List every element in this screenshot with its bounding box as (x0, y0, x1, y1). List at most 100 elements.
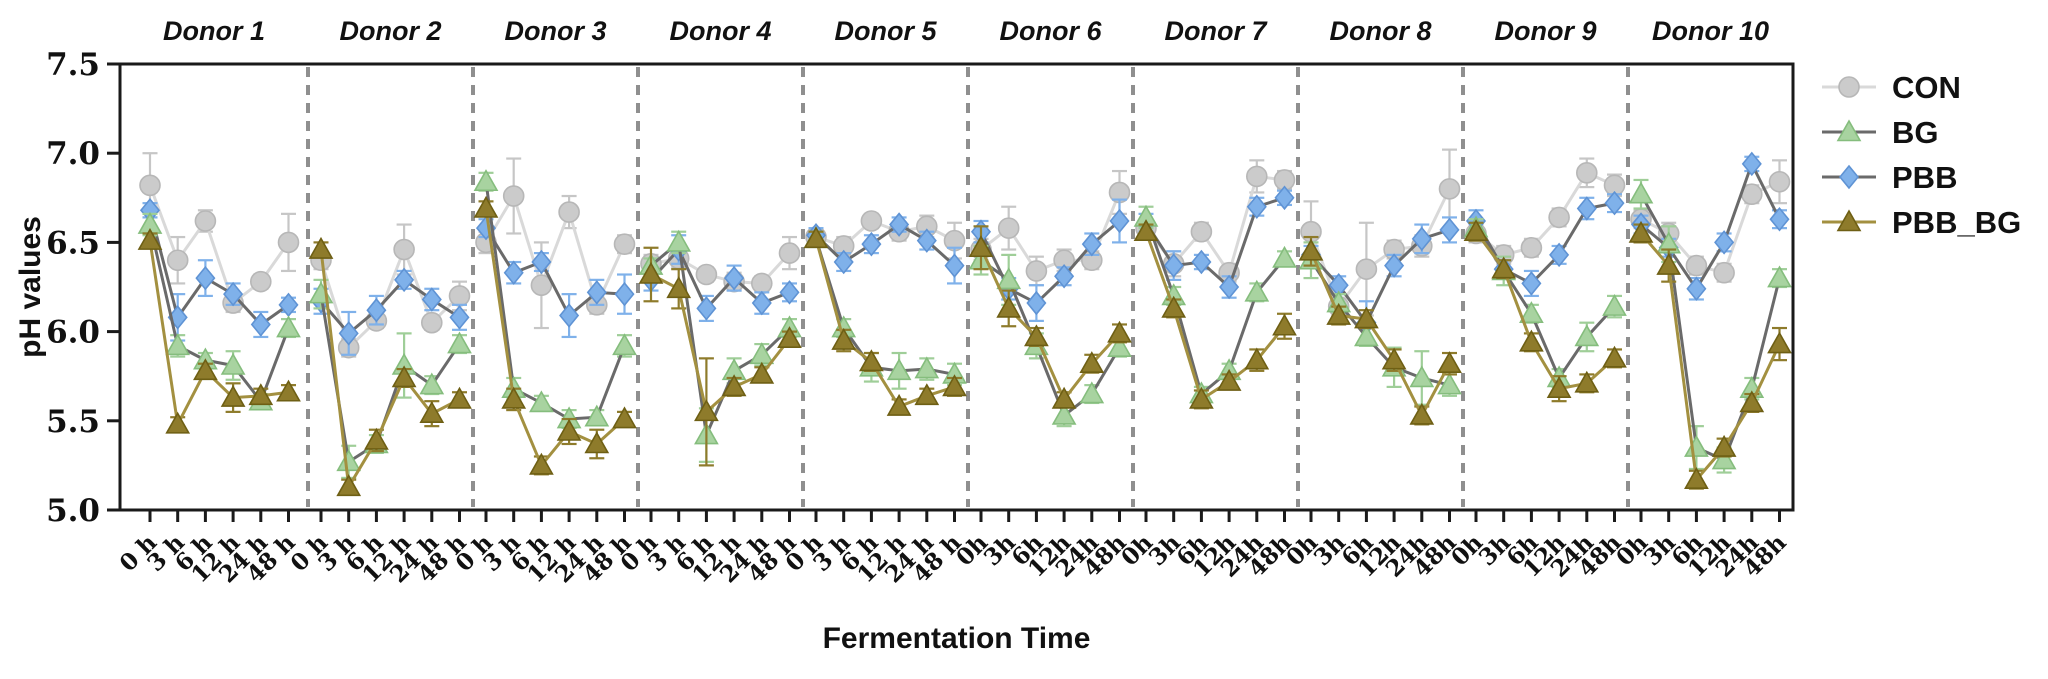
series-pbb_bg-donor-6 (968, 225, 1132, 409)
pbb-marker-icon (250, 312, 271, 337)
series-con-donor-3 (475, 157, 636, 330)
series-bg-donor-7 (1133, 204, 1297, 404)
pbb_bg-marker-icon (1656, 252, 1682, 275)
pbb_bg-marker-icon (1161, 295, 1187, 318)
pbb_bg-marker-icon (1574, 370, 1600, 393)
series-pbb_bg-donor-1 (137, 227, 301, 434)
pbb_bg-marker-icon (942, 374, 967, 397)
series-pbb-donor-7 (1135, 185, 1295, 300)
pbb-marker-icon (889, 212, 910, 237)
pbb_bg-marker-icon (666, 276, 692, 299)
bg-marker-icon (1574, 324, 1600, 347)
pbb-marker-icon (1576, 196, 1597, 221)
con-marker-icon (448, 285, 471, 307)
axes (107, 62, 1795, 522)
bg-marker-icon (473, 169, 499, 192)
bg-marker-icon (165, 333, 191, 356)
legend-item-con: CON (1822, 70, 1961, 105)
pbb_bg-marker-icon (968, 235, 994, 258)
con-marker-icon (1576, 162, 1598, 184)
series-pbb_bg-donor-8 (1298, 235, 1462, 426)
pbb-marker-icon (421, 287, 442, 312)
con-marker-icon (613, 233, 636, 255)
pbb-marker-icon (1191, 249, 1212, 275)
legend-label: BG (1892, 115, 1939, 150)
pbb_bg-marker-icon (914, 383, 940, 406)
bg-marker-icon (1107, 335, 1132, 357)
con-marker-icon (1438, 178, 1461, 200)
con-marker-icon (1838, 76, 1860, 98)
con-marker-icon (277, 231, 300, 254)
bg-marker-icon (1409, 365, 1435, 388)
pbb_bg-marker-icon (749, 361, 775, 384)
bg-marker-icon (419, 372, 445, 395)
pbb-marker-icon (223, 281, 244, 307)
con-marker-icon (1190, 220, 1213, 243)
pbb-marker-icon (724, 265, 745, 291)
legend-item-pbb_bg: PBB_BG (1822, 205, 2021, 240)
series-line (484, 181, 626, 421)
bg-marker-icon (1711, 447, 1737, 470)
pbb-marker-icon (861, 231, 882, 257)
bg-marker-icon (584, 404, 610, 427)
pbb_bg-marker-icon (1409, 402, 1435, 425)
pbb_bg-marker-icon (1051, 386, 1077, 409)
donor-title: Donor 9 (1494, 16, 1596, 46)
donor-separators (306, 67, 1630, 507)
series-pbb_bg-donor-3 (473, 195, 637, 476)
pbb-marker-icon (1246, 194, 1267, 219)
pbb-marker-icon (394, 267, 415, 293)
y-tick-label: 5.5 (46, 404, 100, 440)
pbb_bg-marker-icon (1298, 238, 1324, 261)
pbb-marker-icon (1439, 217, 1460, 243)
pbb_bg-marker-icon (501, 386, 527, 409)
pbb_bg-marker-icon (996, 295, 1022, 318)
pbb_bg-marker-icon (1272, 313, 1297, 336)
pbb_bg-marker-icon (1546, 376, 1572, 398)
pbb_bg-marker-icon (638, 261, 664, 284)
y-axis-title: pH values (14, 216, 47, 358)
con-marker-icon (1355, 258, 1378, 280)
pbb_bg-marker-icon (859, 349, 884, 372)
donor-title: Donor 2 (339, 16, 441, 46)
donor-title: Donor 10 (1652, 16, 1769, 46)
pbb-marker-icon (1769, 206, 1790, 232)
pbb_bg-marker-icon (276, 379, 301, 402)
pbb-marker-icon (338, 321, 359, 346)
pbb_bg-marker-icon (1628, 220, 1654, 243)
pbb_bg-marker-icon (447, 386, 472, 409)
bg-marker-icon (666, 229, 692, 252)
con-marker-icon (502, 185, 525, 207)
pbb-marker-icon (1838, 164, 1860, 190)
bg-marker-icon (447, 331, 472, 354)
pbb_bg-marker-icon (1491, 256, 1517, 279)
legend-item-bg: BG (1822, 115, 1939, 150)
series-pbb-donor-6 (970, 198, 1130, 322)
series-pbb-donor-9 (1465, 190, 1625, 298)
donor-title: Donor 1 (163, 16, 265, 46)
pbb-marker-icon (531, 249, 552, 275)
pbb-marker-icon (696, 296, 717, 321)
pbb-marker-icon (614, 281, 635, 307)
pbb_bg-marker-icon (612, 406, 637, 429)
donor-title: Donor 7 (1164, 16, 1268, 46)
pbb_bg-marker-icon (248, 383, 274, 406)
pbb_bg-marker-icon (1326, 302, 1352, 325)
pbb_bg-marker-icon (694, 399, 719, 422)
legend-label: PBB_BG (1892, 205, 2021, 240)
bg-marker-icon (1051, 402, 1077, 425)
pbb-marker-icon (1411, 226, 1432, 252)
series-line (1639, 193, 1781, 463)
pbb_bg-marker-icon (1133, 219, 1159, 241)
pbb-marker-icon (195, 265, 216, 291)
series-con-donor-2 (310, 223, 471, 359)
pbb_bg-marker-icon (1381, 347, 1407, 370)
series-pbb-donor-5 (805, 212, 965, 285)
bg-marker-icon (1079, 381, 1105, 404)
pbb-marker-icon (1219, 274, 1240, 300)
pbb_bg-marker-icon (1836, 209, 1862, 232)
bg-marker-icon (1836, 119, 1862, 142)
con-marker-icon (1025, 260, 1048, 282)
